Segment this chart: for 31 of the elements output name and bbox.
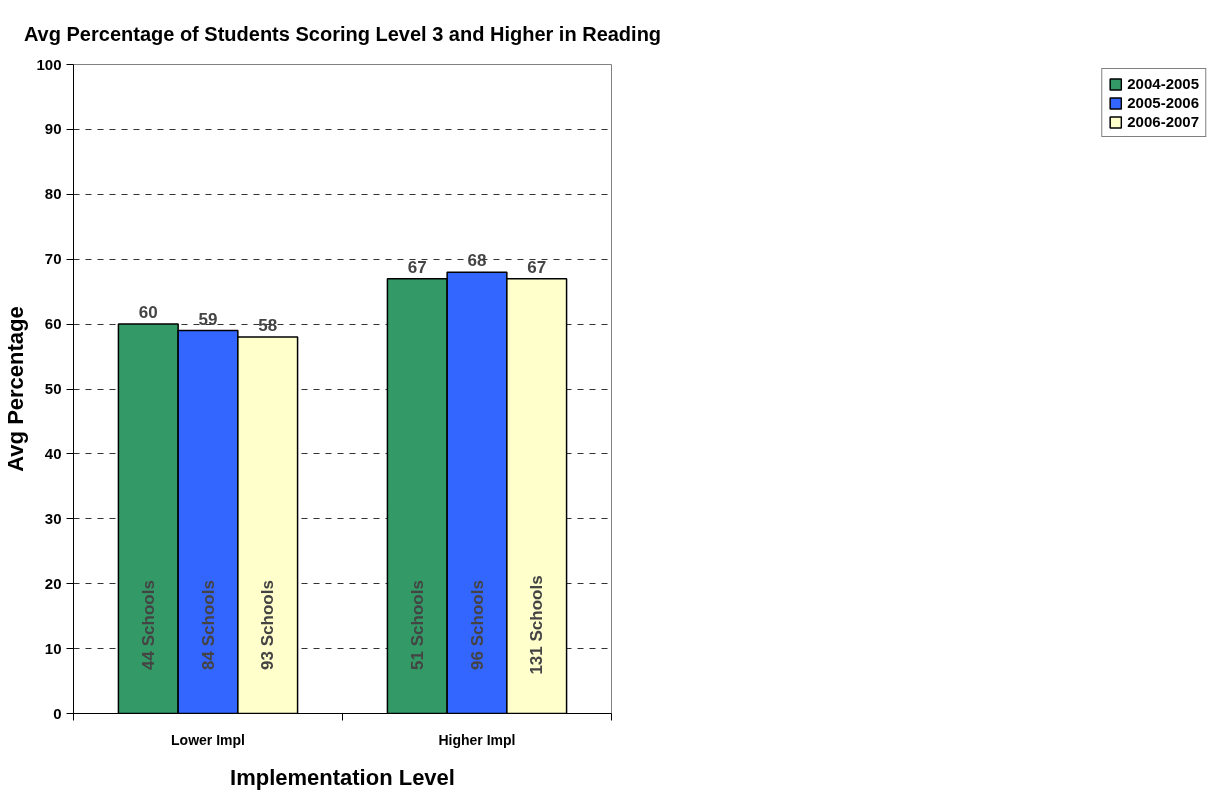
y-tick-label: 50 (44, 380, 62, 397)
data-label: 59 (198, 309, 218, 329)
y-tick-label: 10 (44, 639, 62, 657)
x-axis-title: Implementation Level (230, 764, 455, 790)
data-label: 58 (258, 316, 278, 336)
x-tick-label: Lower Impl (171, 731, 245, 748)
data-label: 67 (527, 257, 547, 277)
y-tick-label: 30 (44, 509, 62, 527)
annotation: 96 Schools (467, 580, 487, 670)
legend-label: 2004-2005 (1127, 75, 1199, 92)
y-tick-label: 70 (44, 250, 62, 268)
annotation: 44 Schools (138, 580, 158, 670)
annotation: 51 Schools (407, 580, 427, 670)
legend-label: 2005-2006 (1127, 94, 1199, 111)
annotation: 93 Schools (258, 580, 278, 670)
y-axis-title: Avg Percentage (3, 306, 29, 472)
legend-label: 2006-2007 (1127, 113, 1199, 130)
x-tick-label: Higher Impl (438, 731, 516, 748)
y-tick-label: 40 (44, 444, 62, 462)
data-label: 68 (467, 251, 487, 271)
annotation: 131 Schools (527, 575, 547, 675)
y-tick-label: 90 (44, 120, 62, 138)
y-tick-label: 0 (53, 704, 62, 722)
y-tick-label: 60 (44, 315, 62, 333)
data-label: 67 (407, 257, 427, 277)
y-tick-label: 100 (36, 55, 62, 73)
y-tick-label: 20 (44, 574, 62, 592)
annotation: 84 Schools (198, 580, 218, 670)
data-label: 60 (138, 303, 158, 323)
y-tick-label: 80 (44, 185, 62, 203)
chart-title: Avg Percentage of Students Scoring Level 3 and Higher in Reading (23, 22, 662, 45)
